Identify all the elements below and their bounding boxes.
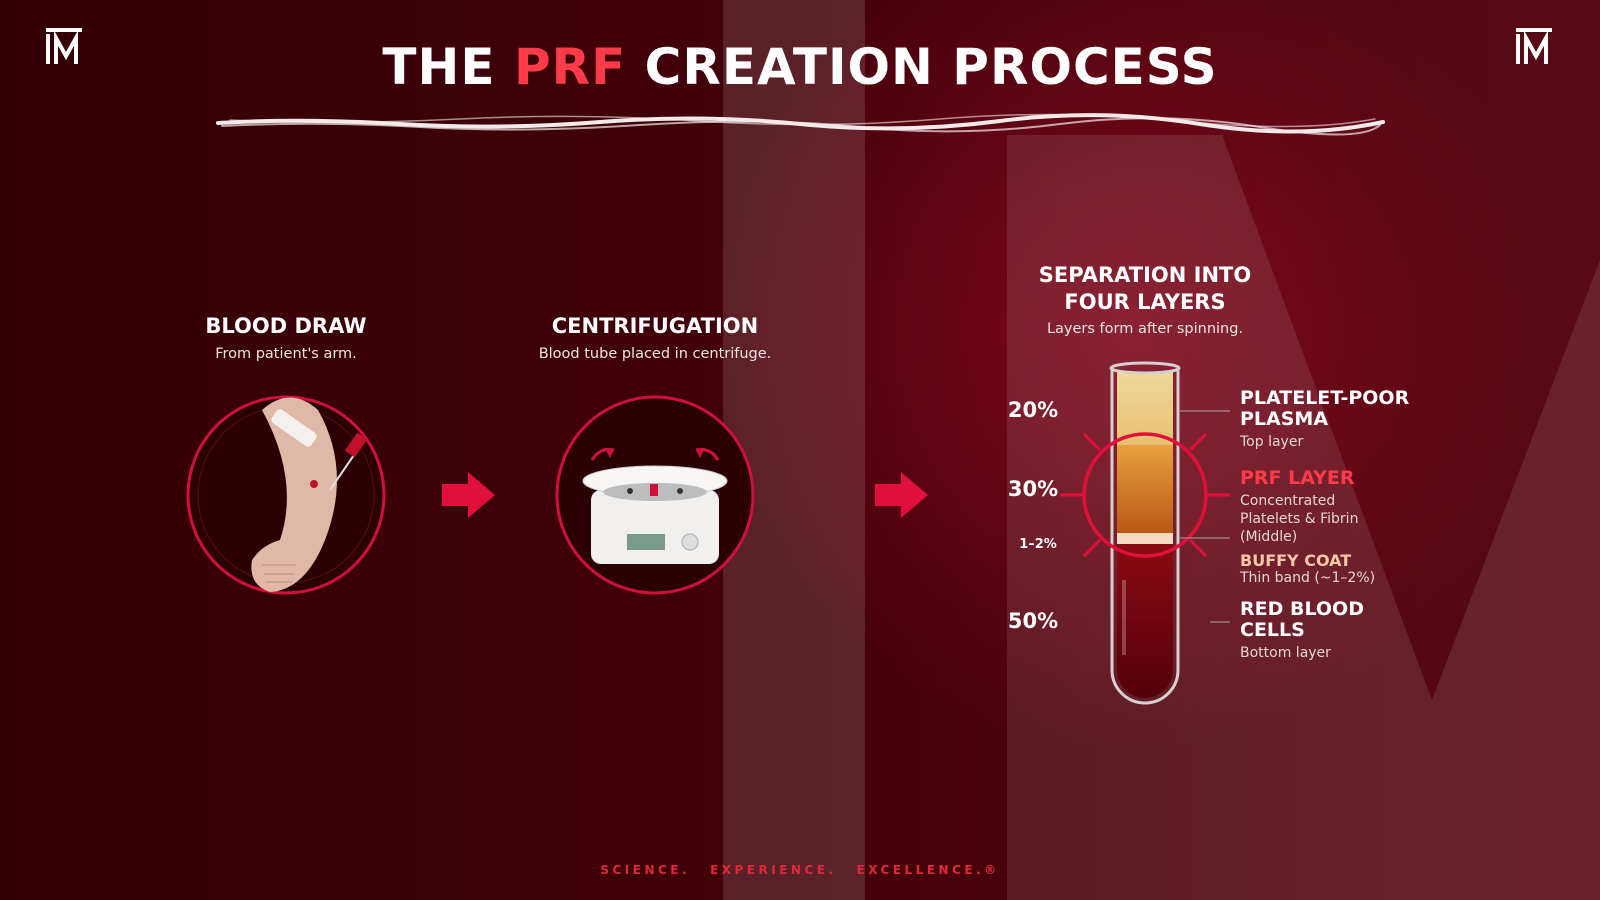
- title: THE PRF CREATION PROCESS: [0, 38, 1600, 96]
- watermark-m: [1007, 135, 1600, 900]
- layer-description: Bottom layer: [1240, 645, 1331, 661]
- layer-name: BUFFY COAT: [1240, 551, 1352, 570]
- footer-word: EXPERIENCE.: [710, 863, 837, 877]
- layer-percent: 50%: [1007, 609, 1059, 633]
- blood-draw-icon: [186, 395, 386, 595]
- layer-name: RED BLOOD CELLS: [1240, 598, 1364, 641]
- layer-name: PLATELET-POOR PLASMA: [1240, 387, 1410, 430]
- light-band: [723, 0, 865, 900]
- step-title: BLOOD DRAW: [205, 314, 367, 338]
- arrow: [442, 472, 495, 518]
- step-title: SEPARATION INTO FOUR LAYERS: [1038, 263, 1252, 314]
- step-subtitle: From patient's arm.: [215, 346, 357, 362]
- footer-word: SCIENCE.: [600, 863, 691, 877]
- step-subtitle: Blood tube placed in centrifuge.: [538, 346, 772, 362]
- step-title: CENTRIFUGATION: [551, 314, 759, 338]
- footer: SCIENCE. EXPERIENCE. EXCELLENCE.®: [0, 863, 1600, 877]
- title-part: CREATION PROCESS: [644, 38, 1218, 96]
- layer-name: PRF LAYER: [1240, 467, 1355, 489]
- layer-percent: 30%: [1007, 477, 1059, 501]
- layer-description: Top layer: [1240, 434, 1304, 450]
- test-tube: [1060, 361, 1230, 705]
- title-highlight: PRF: [513, 38, 627, 96]
- footer-word: EXCELLENCE.®: [856, 863, 1000, 877]
- centrifuge-icon: [555, 395, 755, 595]
- layer-description: Concentrated Platelets & Fibrin (Middle): [1240, 493, 1359, 545]
- title-underline: [216, 113, 1385, 136]
- step-subtitle: Layers form after spinning.: [1046, 321, 1244, 337]
- title-part: THE: [382, 38, 496, 96]
- arrow: [875, 472, 928, 518]
- layer-description: Thin band (~1–2%): [1240, 570, 1376, 586]
- logo-right: [1516, 28, 1552, 64]
- logo-left: [46, 28, 82, 64]
- layer-percent: 20%: [1007, 398, 1059, 422]
- layer-percent: 1–2%: [1019, 537, 1057, 552]
